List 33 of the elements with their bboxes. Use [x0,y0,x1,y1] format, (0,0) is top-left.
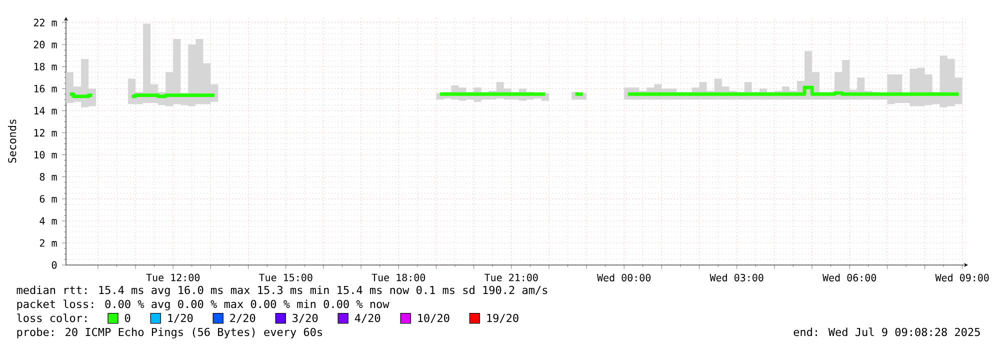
legend-label: 10/20 [418,314,450,324]
x-tick-label: Tue 12:00 [146,274,200,282]
legend-label: 2/20 [230,314,256,324]
y-tick-label: 20 m [34,40,57,48]
legend-label: 1/20 [168,314,193,324]
y-tick-label: 4 m [40,217,57,225]
x-tick-label: Wed 06:00 [822,274,876,282]
y-tick-label: 0 [52,261,57,269]
y-tick-label: 18 m [34,62,57,70]
text: median rtt: 15.4 ms avg 16.0 ms max 15.3 ms min 15.4 ms now 0.1 ms sd 190.2 am/s [16,286,548,296]
x-tick-label: Tue 18:00 [372,274,426,282]
y-axis-title: Seconds [8,120,16,163]
text: probe: 20 ICMP Echo Pings (56 Bytes) every 60s [17,328,322,338]
x-tick-label: Wed 03:00 [710,274,764,282]
legend-label: 3/20 [292,314,318,324]
y-tick-label: 6 m [40,195,57,203]
x-tick-label: Wed 09:00 [935,274,989,282]
x-tick-label: Tue 15:00 [259,274,312,282]
x-tick-label: Tue 21:00 [484,274,538,282]
y-tick-label: 2 m [40,239,57,247]
y-tick-label: 12 m [34,129,57,136]
legend-label: 0 [124,314,130,322]
x-tick-label: Wed 00:00 [597,274,651,282]
y-tick-label: 22 m [34,18,57,26]
text: loss color: [17,314,86,322]
legend-label: 4/20 [354,314,380,324]
text: packet loss: 0.00 % avg 0.00 % max 0.00 % min 0.00 % now [17,300,390,310]
legend-label: 19/20 [487,314,518,324]
y-tick-label: 16 m [34,84,57,92]
text: end: Wed Jul 9 09:08:28 2025 [794,328,980,336]
y-tick-label: 8 m [40,173,57,181]
y-tick-label: 10 m [34,150,57,159]
y-tick-label: 14 m [34,107,57,114]
